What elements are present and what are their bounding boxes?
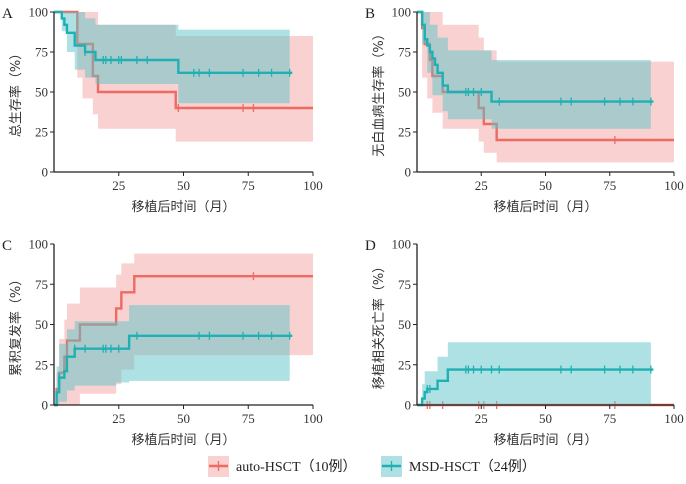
y-tick-label: 25 — [398, 125, 411, 140]
panel-label: A — [2, 6, 13, 22]
panel-b: B 0 25 50 75 100 25 50 75 100 移植后时间（月） 无白血病生存率（%） — [365, 5, 684, 216]
x-tick-label: 50 — [539, 411, 552, 426]
y-tick-label: 75 — [398, 277, 411, 292]
msd-survival-curve — [54, 334, 293, 407]
y-tick-label: 25 — [35, 125, 48, 140]
legend-label: MSD-HSCT（24例） — [409, 459, 536, 475]
panel-label: C — [2, 238, 12, 254]
y-tick-label: 100 — [29, 237, 49, 252]
x-tick-label: 50 — [177, 411, 190, 426]
panel-label: B — [365, 6, 375, 22]
y-axis-label: 无白血病生存率（%） — [371, 27, 387, 156]
x-tick-label: 50 — [539, 178, 552, 193]
x-tick-label: 25 — [112, 178, 125, 193]
y-tick-label: 25 — [35, 357, 48, 372]
y-tick-label: 75 — [35, 277, 48, 292]
y-tick-label: 0 — [405, 165, 412, 180]
y-tick-label: 0 — [405, 398, 412, 413]
y-tick-label: 100 — [392, 237, 412, 252]
x-tick-label: 100 — [664, 178, 684, 193]
y-tick-label: 50 — [35, 85, 48, 100]
y-tick-label: 50 — [35, 317, 48, 332]
y-tick-label: 75 — [398, 45, 411, 60]
x-tick-label: 100 — [303, 411, 323, 426]
y-tick-label: 0 — [42, 165, 49, 180]
legend: auto-HSCT（10例） MSD-HSCT（24例） — [208, 456, 536, 477]
panel-a: A 0 25 50 75 100 25 50 75 100 移植后时间（月） 总生存率（%） — [2, 5, 323, 216]
y-tick-label: 50 — [398, 317, 411, 332]
y-tick-label: 0 — [42, 398, 49, 413]
x-tick-label: 75 — [603, 178, 616, 193]
msd-confidence-band — [54, 305, 290, 405]
panel-d: D 0 25 50 75 100 25 50 75 100 移植后时间（月） 移植相关死亡率（%） — [365, 237, 684, 449]
y-tick-label: 100 — [29, 5, 49, 20]
msd-confidence-band — [417, 342, 651, 405]
x-tick-label: 75 — [242, 178, 255, 193]
y-axis-label: 累积复发率（%） — [8, 273, 24, 376]
legend-item-auto: auto-HSCT（10例） — [208, 456, 357, 477]
x-tick-label: 75 — [242, 411, 255, 426]
y-tick-label: 75 — [35, 45, 48, 60]
msd-confidence-band — [54, 12, 290, 104]
legend-label: auto-HSCT（10例） — [236, 459, 357, 475]
panel-c: C 0 25 50 75 100 25 50 75 100 移植后时间（月） 累积复发率（%） — [2, 237, 323, 449]
x-tick-label: 100 — [303, 178, 323, 193]
legend-item-msd: MSD-HSCT（24例） — [381, 456, 536, 477]
x-tick-label: 25 — [475, 178, 488, 193]
x-axis-label: 移植后时间（月） — [493, 433, 597, 448]
x-tick-label: 25 — [112, 411, 125, 426]
x-axis-label: 移植后时间（月） — [131, 433, 235, 448]
y-tick-label: 25 — [398, 357, 411, 372]
y-tick-label: 50 — [398, 85, 411, 100]
panel-label: D — [365, 238, 376, 254]
y-axis-label: 移植相关死亡率（%） — [371, 260, 387, 389]
y-tick-label: 100 — [392, 5, 412, 20]
msd-confidence-band — [417, 12, 651, 129]
x-tick-label: 25 — [475, 411, 488, 426]
y-axis-label: 总生存率（%） — [8, 47, 24, 137]
x-axis-label: 移植后时间（月） — [131, 200, 235, 215]
x-tick-label: 50 — [177, 178, 190, 193]
x-axis-label: 移植后时间（月） — [493, 200, 597, 215]
msd-survival-curve — [417, 10, 654, 103]
x-tick-label: 75 — [603, 411, 616, 426]
x-tick-label: 100 — [664, 411, 684, 426]
